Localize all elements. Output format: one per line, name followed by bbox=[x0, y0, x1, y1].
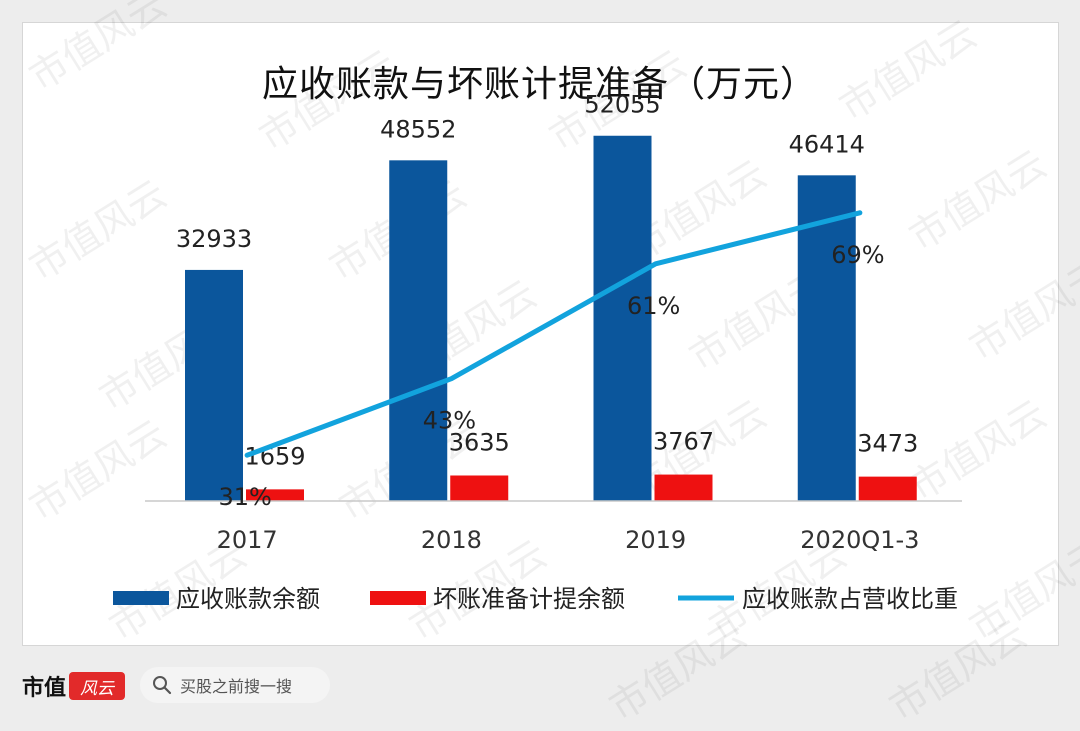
data-label-ratio: 31% bbox=[218, 483, 271, 511]
x-tick-label: 2020Q1-3 bbox=[800, 526, 919, 554]
data-label-bad-debt: 3767 bbox=[653, 428, 714, 456]
legend-swatch-receivables bbox=[113, 591, 169, 605]
bar-receivables bbox=[185, 269, 243, 501]
brand-logo-text: 市值 bbox=[22, 676, 67, 701]
line-point-ratio bbox=[858, 211, 861, 214]
legend-label-bad-debt: 坏账准备计提余额 bbox=[433, 585, 625, 613]
bar-receivables bbox=[593, 135, 652, 501]
legend-label-receivables: 应收账款余额 bbox=[176, 585, 320, 613]
x-tick-label: 2019 bbox=[625, 526, 686, 554]
data-label-bad-debt: 3635 bbox=[449, 428, 510, 456]
bar-bad-debt bbox=[858, 476, 917, 501]
search-placeholder: 买股之前搜一搜 bbox=[180, 677, 293, 696]
bar-bad-debt bbox=[654, 474, 713, 501]
bar-bad-debt bbox=[450, 475, 509, 501]
legend-label-ratio: 应收账款占营收比重 bbox=[742, 585, 958, 613]
x-tick-label: 2018 bbox=[421, 526, 482, 554]
bar-receivables bbox=[797, 175, 856, 501]
data-label-bad-debt: 3473 bbox=[857, 430, 918, 458]
brand-logo[interactable]: 市值 风云 bbox=[22, 668, 126, 704]
data-label-ratio: 43% bbox=[423, 407, 476, 435]
bar-receivables bbox=[389, 160, 448, 502]
line-ratio bbox=[244, 210, 863, 458]
legend-swatch-bad-debt bbox=[370, 591, 426, 605]
line-point-ratio bbox=[654, 262, 657, 265]
brand-logo-mark: 风云 bbox=[69, 672, 126, 700]
data-label-receivables: 52055 bbox=[584, 91, 660, 119]
x-tick-label: 2017 bbox=[217, 526, 278, 554]
data-label-ratio: 69% bbox=[831, 241, 884, 269]
data-label-receivables: 48552 bbox=[380, 115, 456, 143]
bar-bad-debt bbox=[246, 489, 304, 501]
search-box[interactable]: 买股之前搜一搜 bbox=[140, 667, 330, 703]
line-point-ratio bbox=[246, 454, 249, 457]
data-label-ratio: 61% bbox=[627, 292, 680, 320]
line-point-ratio bbox=[450, 377, 453, 380]
chart-title: 应收账款与坏账计提准备（万元） bbox=[261, 64, 817, 105]
data-label-receivables: 46414 bbox=[789, 130, 865, 158]
search-icon bbox=[153, 676, 172, 695]
data-label-receivables: 32933 bbox=[176, 225, 252, 253]
